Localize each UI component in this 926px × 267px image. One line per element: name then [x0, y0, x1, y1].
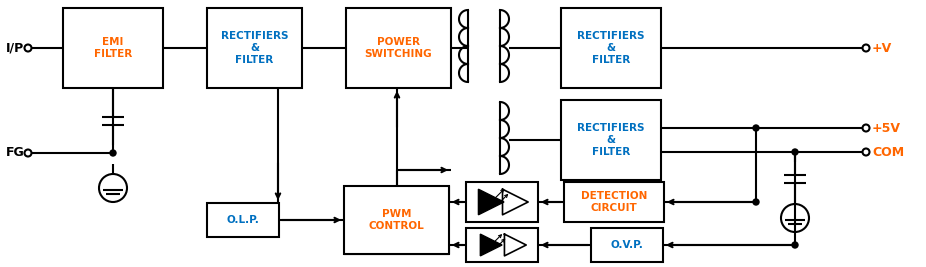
Text: RECTIFIERS
&
FILTER: RECTIFIERS & FILTER — [220, 31, 288, 65]
Circle shape — [753, 125, 759, 131]
Text: EMI
FILTER: EMI FILTER — [94, 37, 132, 59]
Text: RECTIFIERS
&
FILTER: RECTIFIERS & FILTER — [577, 31, 644, 65]
Text: +V: +V — [872, 41, 893, 54]
Text: PWM
CONTROL: PWM CONTROL — [369, 209, 424, 231]
Text: RECTIFIERS
&
FILTER: RECTIFIERS & FILTER — [577, 123, 644, 158]
Bar — [564, 182, 664, 222]
Circle shape — [792, 149, 798, 155]
Text: COM: COM — [872, 146, 904, 159]
Bar — [466, 228, 538, 262]
Circle shape — [753, 199, 759, 205]
Circle shape — [792, 242, 798, 248]
Bar — [344, 186, 449, 254]
Polygon shape — [481, 234, 502, 256]
Bar — [207, 203, 279, 237]
Text: DETECTION
CIRCUIT: DETECTION CIRCUIT — [581, 191, 647, 213]
Bar — [207, 8, 302, 88]
Text: O.V.P.: O.V.P. — [610, 240, 644, 250]
Bar — [561, 100, 661, 180]
Text: FG: FG — [6, 147, 25, 159]
Circle shape — [110, 150, 116, 156]
Text: +5V: +5V — [872, 121, 901, 135]
Bar — [63, 8, 163, 88]
Bar — [561, 8, 661, 88]
Polygon shape — [479, 189, 504, 215]
Bar — [466, 182, 538, 222]
Text: O.L.P.: O.L.P. — [227, 215, 259, 225]
Text: POWER
SWITCHING: POWER SWITCHING — [365, 37, 432, 59]
Bar — [346, 8, 451, 88]
Text: I/P: I/P — [6, 41, 24, 54]
Bar — [591, 228, 663, 262]
